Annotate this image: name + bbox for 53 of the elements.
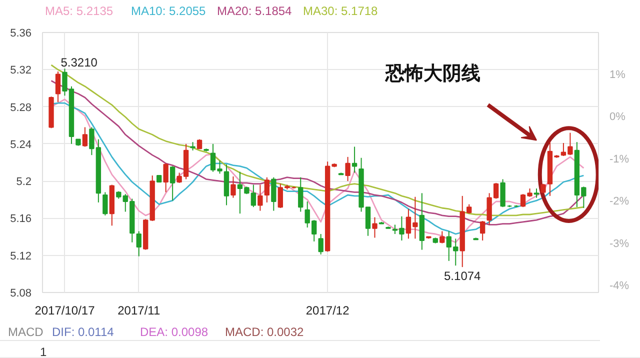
candlestick xyxy=(446,230,452,262)
text: DEA: 0.0098 xyxy=(140,324,208,341)
candlestick xyxy=(271,176,276,212)
y-tick-label: 5.28 xyxy=(10,102,32,114)
candlestick xyxy=(122,194,128,212)
y2-tick-label: 1% xyxy=(610,68,626,81)
y-tick-label: 5.36 xyxy=(10,28,32,40)
y-tick-label: 5.16 xyxy=(10,213,32,226)
y2-tick-label: 0% xyxy=(610,111,626,124)
y-tick-label: 5.2 xyxy=(16,176,32,188)
candlestick xyxy=(82,126,88,148)
candlestick xyxy=(540,183,546,194)
candlestick xyxy=(55,71,61,103)
x-tick-label: 2017/11 xyxy=(118,304,160,318)
candlestick xyxy=(136,230,142,257)
candlestick xyxy=(534,188,540,198)
y2-tick-label: -4% xyxy=(610,280,630,292)
x-tick-label: 2017/12 xyxy=(306,304,350,318)
text: MA10: 5.2055 xyxy=(131,3,206,20)
text: MA20: 5.1854 xyxy=(217,3,292,20)
candlestick xyxy=(480,220,486,241)
y2-tick-label: -3% xyxy=(610,238,630,250)
text: DIF: 0.0114 xyxy=(52,324,114,341)
y2-tick-label: -2% xyxy=(610,196,630,208)
annotation: 恐怖大阴线 xyxy=(384,62,481,84)
y-tick-label: 5.08 xyxy=(10,288,32,300)
text: MA30: 5.1718 xyxy=(303,3,378,20)
text: MACD: 0.0032 xyxy=(225,324,304,341)
candlestick xyxy=(163,162,168,193)
candlestick xyxy=(264,176,270,203)
candlestick xyxy=(176,172,182,184)
candlestick xyxy=(453,238,458,266)
text: 1 xyxy=(40,344,47,358)
candlestick xyxy=(230,176,236,198)
candlestick xyxy=(352,146,358,174)
annotation: 5.1074 xyxy=(444,269,482,284)
text: MACD xyxy=(8,324,44,341)
y-tick-label: 5.12 xyxy=(10,250,32,262)
y-tick-label: 5.32 xyxy=(10,64,32,77)
candlestick xyxy=(298,176,304,212)
candlestick xyxy=(102,192,108,216)
annotation: 5.3210 xyxy=(60,56,98,70)
candlestick xyxy=(170,166,176,202)
candlestick xyxy=(318,234,324,255)
candlestick xyxy=(372,216,378,238)
candlestick xyxy=(500,178,506,208)
candlestick xyxy=(440,230,445,244)
candlestick xyxy=(258,184,263,212)
x-tick-label: 2017/10/17 xyxy=(34,304,96,318)
y2-tick-label: -1% xyxy=(610,153,630,166)
text: MA5: 5.2135 xyxy=(45,3,114,20)
candlestick xyxy=(345,156,350,182)
y-tick-label: 5.24 xyxy=(10,138,32,151)
